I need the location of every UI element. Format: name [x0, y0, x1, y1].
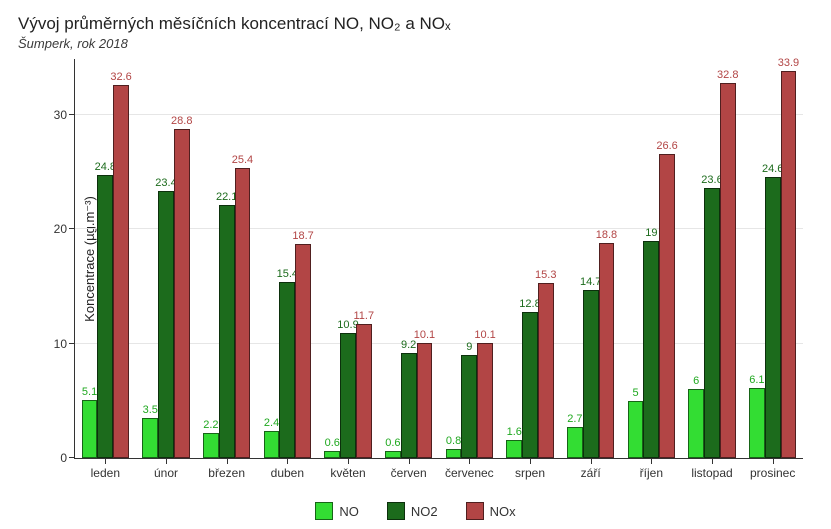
bars-layer: 5.124.832.63.523.428.82.222.125.42.415.4… [75, 59, 803, 458]
bar-value-label: 18.7 [292, 230, 313, 242]
bar-no2 [279, 282, 295, 458]
bar-nox [720, 83, 736, 458]
bar-value-label: 5.1 [82, 386, 97, 398]
x-tick-label: červenec [445, 458, 494, 480]
legend: NO NO2 NOx [0, 502, 831, 523]
y-tick-label: 10 [54, 337, 75, 351]
bar-value-label: 0.8 [446, 435, 461, 447]
bar-value-label: 15.3 [535, 269, 556, 281]
bar-no [628, 401, 644, 458]
y-tick-label: 0 [60, 451, 75, 465]
bar-value-label: 28.8 [171, 115, 192, 127]
bar-no2 [219, 205, 235, 458]
y-tick-label: 20 [54, 222, 75, 236]
bar-no2 [401, 353, 417, 458]
x-tick-label: srpen [515, 458, 545, 480]
x-tick-label: leden [91, 458, 120, 480]
bar-value-label: 25.4 [232, 154, 253, 166]
bar-nox [417, 343, 433, 458]
bar-value-label: 2.2 [203, 419, 218, 431]
bar-no2 [461, 355, 477, 458]
bar-value-label: 18.8 [596, 229, 617, 241]
legend-label: NO2 [411, 504, 438, 519]
bar-nox [295, 244, 311, 458]
bar-no [506, 440, 522, 458]
bar-no2 [765, 177, 781, 458]
bar-value-label: 10.1 [414, 329, 435, 341]
bar-value-label: 10.1 [474, 329, 495, 341]
bar-value-label: 9.2 [401, 339, 416, 351]
x-tick-label: listopad [691, 458, 732, 480]
bar-value-label: 33.9 [778, 57, 799, 69]
chart-title: Vývoj průměrných měsíčních koncentrací N… [18, 14, 813, 34]
bar-no [385, 451, 401, 458]
bar-no2 [158, 191, 174, 458]
bar-value-label: 0.6 [385, 437, 400, 449]
bar-no2 [522, 312, 538, 458]
bar-value-label: 0.6 [325, 437, 340, 449]
legend-label: NOx [490, 504, 516, 519]
bar-nox [356, 324, 372, 458]
bar-value-label: 9 [466, 341, 472, 353]
bar-no2 [340, 333, 356, 458]
legend-item-nox: NOx [466, 502, 516, 520]
legend-item-no2: NO2 [387, 502, 438, 520]
bar-no2 [97, 175, 113, 458]
chart-container: Vývoj průměrných měsíčních koncentrací N… [0, 0, 831, 529]
x-tick-label: září [581, 458, 601, 480]
bar-nox [113, 85, 129, 458]
bar-no [264, 431, 280, 458]
bar-value-label: 32.8 [717, 69, 738, 81]
bar-value-label: 6.1 [749, 374, 764, 386]
bar-no [567, 427, 583, 458]
x-tick-label: duben [271, 458, 304, 480]
x-tick-label: únor [154, 458, 178, 480]
bar-no2 [583, 290, 599, 458]
bar-value-label: 32.6 [110, 71, 131, 83]
legend-item-no: NO [315, 502, 359, 520]
bar-nox [174, 129, 190, 458]
x-tick-label: březen [208, 458, 245, 480]
bar-nox [538, 283, 554, 458]
bar-value-label: 1.6 [507, 426, 522, 438]
bar-value-label: 3.5 [143, 404, 158, 416]
bar-no [203, 433, 219, 458]
y-tick-label: 30 [54, 108, 75, 122]
bar-nox [235, 168, 251, 458]
bar-nox [599, 243, 615, 458]
bar-value-label: 2.4 [264, 417, 279, 429]
x-tick-label: květen [330, 458, 365, 480]
bar-value-label: 11.7 [353, 310, 374, 322]
legend-swatch [387, 502, 405, 520]
legend-label: NO [339, 504, 359, 519]
plot-area: Koncentrace (µg.m⁻³) 5.124.832.63.523.42… [74, 59, 803, 459]
bar-value-label: 6 [693, 375, 699, 387]
bar-value-label: 2.7 [567, 413, 582, 425]
bar-value-label: 26.6 [656, 140, 677, 152]
x-tick-label: prosinec [750, 458, 795, 480]
bar-no2 [704, 188, 720, 458]
bar-no [82, 400, 98, 458]
bar-nox [477, 343, 493, 458]
legend-swatch [315, 502, 333, 520]
bar-no2 [643, 241, 659, 458]
bar-nox [659, 154, 675, 458]
x-tick-label: říjen [640, 458, 663, 480]
bar-no [142, 418, 158, 458]
bar-no [324, 451, 340, 458]
x-tick-label: červen [391, 458, 427, 480]
bar-nox [781, 71, 797, 458]
bar-no [688, 389, 704, 458]
bar-no [446, 449, 462, 458]
bar-value-label: 19 [645, 227, 657, 239]
bar-value-label: 5 [632, 387, 638, 399]
bar-no [749, 388, 765, 458]
legend-swatch [466, 502, 484, 520]
chart-subtitle: Šumperk, rok 2018 [18, 36, 813, 51]
